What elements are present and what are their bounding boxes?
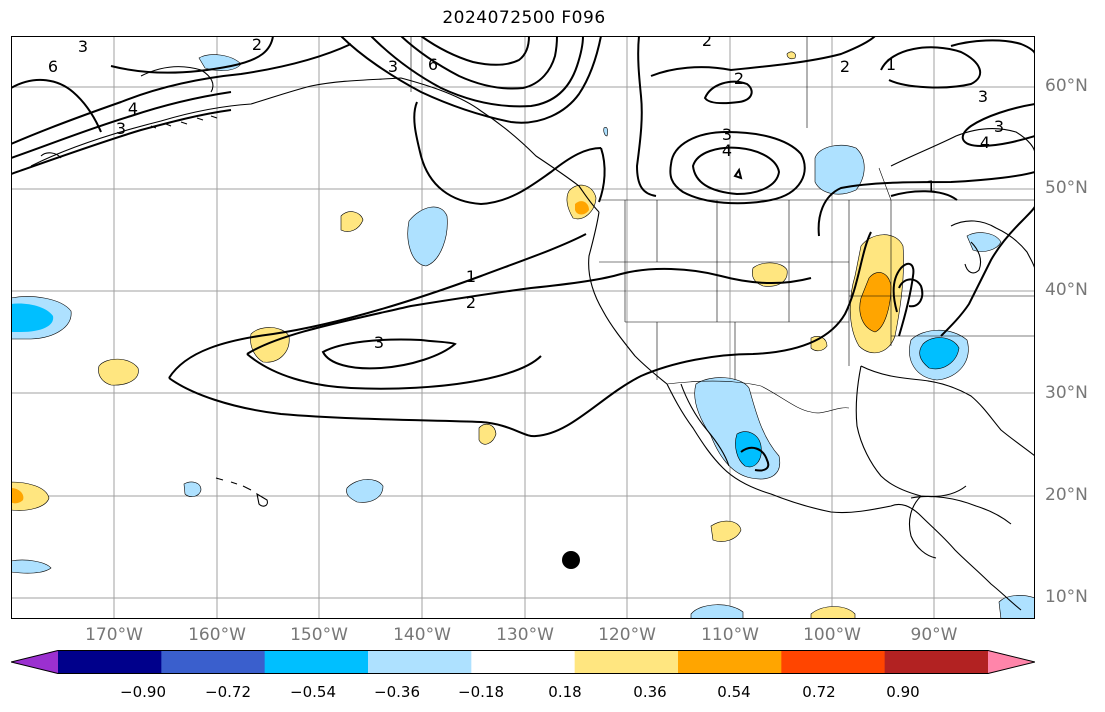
colorbar-tick: 0.72 [802, 683, 836, 701]
contour-label: 2 [252, 36, 262, 54]
colorbar-tick: −0.72 [205, 683, 251, 701]
colorbar-extend-min [11, 650, 58, 674]
storm-center-marker [562, 551, 580, 569]
lon-label: 160°W [188, 625, 246, 645]
contour-label: 4 [722, 141, 732, 160]
colorbar-cell [161, 650, 266, 674]
contour-label: 2 [840, 57, 850, 76]
map-title: 2024072500 F096 [442, 8, 606, 28]
contour-label: 2 [734, 69, 744, 88]
contour-label: 1 [886, 55, 896, 74]
contour-label: 1 [466, 267, 476, 286]
colorbar-outline [11, 650, 1035, 674]
contour-label: 6 [428, 55, 438, 74]
colorbar-extend-max [988, 650, 1035, 674]
lon-label: 140°W [393, 625, 451, 645]
contour-label: 3 [116, 119, 126, 138]
colorbar-tick: 0.18 [548, 683, 582, 701]
lon-label: 120°W [598, 625, 656, 645]
lat-label: 20°N [1045, 485, 1088, 505]
colorbar-cell [471, 650, 576, 674]
coastlines [30, 66, 1035, 611]
contour-label: 6 [48, 57, 58, 76]
lat-label: 60°N [1045, 76, 1088, 96]
contour-label: 2 [466, 293, 476, 312]
lon-label: 150°W [290, 625, 348, 645]
lat-label: 50°N [1045, 178, 1088, 198]
lon-label: 110°W [701, 625, 759, 645]
contour-labels: 3 6 2 4 3 3 6 2 2 1 3 3 4 3 4 1 1 2 3 2 [48, 36, 1004, 352]
contour-lines [11, 36, 1035, 472]
colorbar-tick: −0.36 [374, 683, 420, 701]
contour-label: 3 [994, 117, 1004, 136]
colorbar-cell [574, 650, 679, 674]
lat-label: 30°N [1045, 383, 1088, 403]
lon-label: 100°W [803, 625, 861, 645]
colorbar-tick: −0.90 [120, 683, 166, 701]
colorbar-tick: 0.54 [717, 683, 751, 701]
colorbar-cell [264, 650, 369, 674]
colorbar-cell [58, 650, 162, 674]
contour-label: 2 [702, 36, 712, 50]
shaded-anomalies [11, 51, 1035, 619]
contour-label: 4 [980, 133, 990, 152]
colorbar-cell [884, 650, 989, 674]
contour-label: 3 [978, 87, 988, 106]
contour-label: 1 [926, 177, 936, 196]
colorbar-cell [781, 650, 886, 674]
colorbar-cell [678, 650, 782, 674]
lon-label: 90°W [910, 625, 958, 645]
contour-label: 3 [722, 125, 732, 144]
contour-label: 4 [128, 99, 138, 118]
colorbar [11, 650, 1035, 674]
colorbar-cell [368, 650, 472, 674]
lat-label: 40°N [1045, 280, 1088, 300]
contour-label: 3 [78, 37, 88, 56]
colorbar-tick: 0.90 [886, 683, 920, 701]
colorbar-tick: −0.54 [290, 683, 336, 701]
contour-label: 3 [388, 57, 398, 76]
map-panel: 3 6 2 4 3 3 6 2 2 1 3 3 4 3 4 1 1 2 3 2 [11, 36, 1035, 619]
lat-label: 10°N [1045, 587, 1088, 607]
colorbar-tick: 0.36 [633, 683, 667, 701]
colorbar-tick: −0.18 [458, 683, 504, 701]
lon-label: 170°W [85, 625, 143, 645]
lon-label: 130°W [496, 625, 554, 645]
contour-label: 3 [374, 333, 384, 352]
